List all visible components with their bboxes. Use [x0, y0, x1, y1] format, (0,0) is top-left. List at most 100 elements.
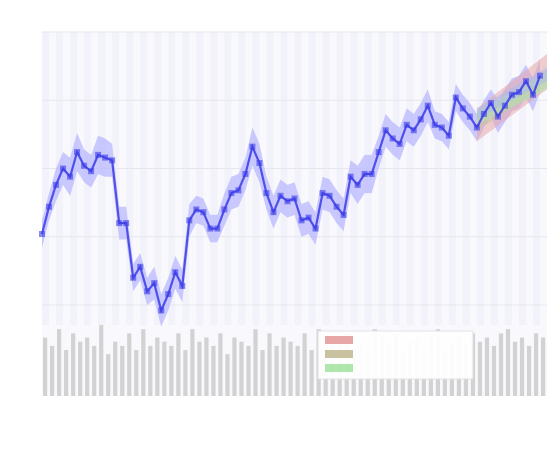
- volume-bar: [148, 345, 153, 396]
- plot-stripe: [336, 32, 344, 325]
- volume-bar: [484, 337, 490, 396]
- plot-area: [42, 32, 547, 396]
- data-point: [368, 170, 375, 177]
- data-point: [326, 192, 333, 199]
- volume-bar: [85, 337, 90, 396]
- data-point: [207, 225, 214, 232]
- data-point: [459, 105, 466, 112]
- volume-bar: [267, 333, 272, 396]
- volume-bar: [176, 333, 181, 396]
- volume-bar: [43, 337, 48, 396]
- data-point: [410, 127, 417, 134]
- plot-stripe: [462, 32, 470, 325]
- volume-bar: [183, 350, 188, 396]
- volume-bar: [239, 341, 244, 396]
- volume-bar: [211, 345, 216, 396]
- data-point: [487, 99, 494, 106]
- plot-stripe: [224, 32, 232, 325]
- volume-bar: [533, 333, 539, 396]
- data-point: [431, 121, 438, 128]
- plot-stripe: [280, 32, 288, 325]
- data-point: [417, 116, 424, 123]
- data-point: [354, 181, 361, 188]
- volume-bar: [78, 341, 83, 396]
- data-point: [305, 214, 312, 221]
- data-point: [179, 282, 186, 289]
- plot-stripe: [406, 32, 414, 325]
- volume-bar: [253, 329, 258, 396]
- data-point: [186, 217, 193, 224]
- legend: [317, 330, 474, 380]
- data-point: [382, 127, 389, 134]
- plot-stripe: [126, 32, 134, 325]
- volume-bar: [519, 337, 525, 396]
- plot-stripe: [210, 32, 218, 325]
- data-point: [284, 198, 291, 205]
- data-point: [67, 173, 74, 180]
- data-point: [193, 206, 200, 213]
- volume-bar: [71, 333, 76, 396]
- plot-stripe: [98, 32, 106, 325]
- plot-stripe: [294, 32, 302, 325]
- volume-bar: [64, 350, 69, 396]
- data-point: [277, 192, 284, 199]
- data-point: [480, 110, 487, 117]
- volume-bar: [99, 325, 104, 396]
- volume-bar: [274, 345, 279, 396]
- data-point: [389, 135, 396, 142]
- data-point: [172, 269, 179, 276]
- volume-bar: [246, 345, 251, 396]
- data-point: [445, 132, 452, 139]
- data-point: [151, 280, 158, 287]
- data-point: [340, 211, 347, 218]
- volume-bar: [477, 341, 483, 396]
- data-point: [438, 124, 445, 131]
- plot-stripe: [182, 32, 190, 325]
- volume-bar: [204, 337, 209, 396]
- plot-stripe: [434, 32, 442, 325]
- plot-stripe: [308, 32, 316, 325]
- plot-stripe: [420, 32, 428, 325]
- volume-bar: [225, 354, 230, 396]
- data-point: [501, 102, 508, 109]
- data-point: [508, 91, 515, 98]
- volume-bar: [162, 341, 167, 396]
- volume-bar: [190, 329, 195, 396]
- volume-bar: [197, 341, 202, 396]
- volume-bar: [288, 341, 293, 396]
- volume-bar: [169, 345, 174, 396]
- plot-stripe: [196, 32, 204, 325]
- data-point: [242, 170, 249, 177]
- data-point: [298, 217, 305, 224]
- plot-stripe: [252, 32, 260, 325]
- volume-bar: [295, 345, 300, 396]
- volume-bar: [491, 345, 497, 396]
- data-point: [396, 140, 403, 147]
- volume-bar: [113, 341, 118, 396]
- data-point: [452, 94, 459, 101]
- data-point: [522, 78, 529, 85]
- data-point: [74, 149, 81, 156]
- plot-stripe: [476, 32, 484, 325]
- data-point: [165, 291, 172, 298]
- data-point: [81, 162, 88, 169]
- data-point: [130, 274, 137, 281]
- data-point: [333, 203, 340, 210]
- volume-bar: [526, 345, 532, 396]
- data-point: [403, 121, 410, 128]
- plot-stripe: [168, 32, 176, 325]
- main-series-line: [39, 72, 543, 314]
- data-point: [144, 288, 151, 295]
- data-point: [221, 206, 228, 213]
- data-point: [270, 209, 277, 216]
- legend-swatch: [325, 350, 353, 358]
- data-point: [123, 220, 130, 227]
- plot-stripe: [518, 32, 526, 325]
- data-point: [235, 187, 242, 194]
- plot-stripe: [378, 32, 386, 325]
- volume-bar: [134, 350, 139, 396]
- volume-bar: [281, 337, 286, 396]
- data-point: [53, 181, 60, 188]
- data-point: [102, 154, 109, 161]
